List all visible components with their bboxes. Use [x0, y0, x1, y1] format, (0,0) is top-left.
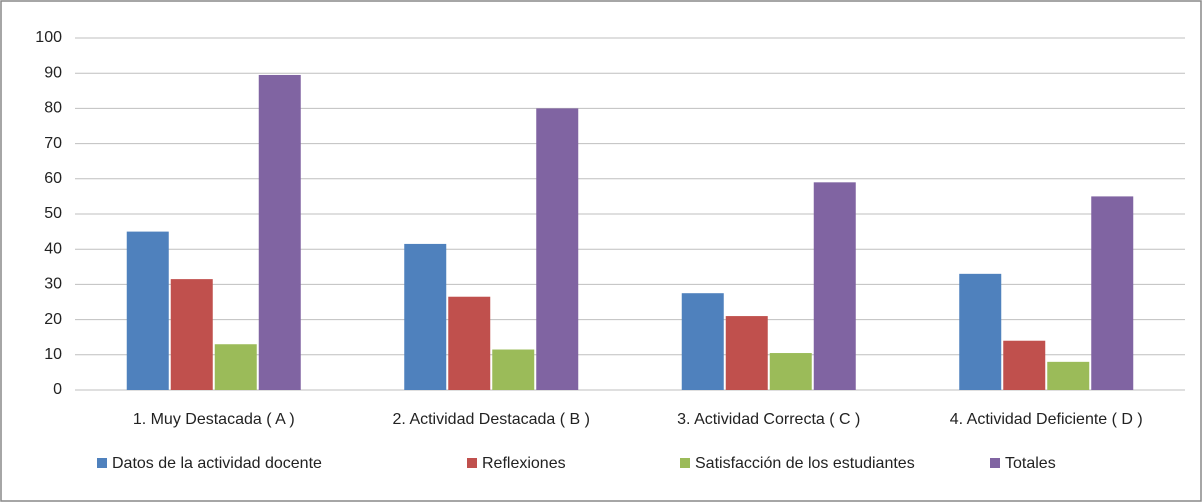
bar [1003, 340, 1046, 390]
bar [769, 353, 812, 390]
x-tick-label: 3. Actividad Correcta ( C ) [677, 411, 860, 428]
bar [813, 182, 856, 390]
bar [258, 74, 301, 391]
bar [725, 316, 768, 390]
legend-label: Satisfacción de los estudiantes [695, 455, 915, 472]
y-tick-label: 70 [44, 135, 62, 152]
y-tick-label: 50 [44, 205, 62, 222]
x-tick-label: 2. Actividad Destacada ( B ) [393, 411, 590, 428]
x-tick-label: 4. Actividad Deficiente ( D ) [950, 411, 1143, 428]
bar [1091, 196, 1134, 390]
bar [170, 279, 213, 390]
bar [536, 108, 579, 391]
y-tick-label: 80 [44, 100, 62, 117]
y-tick-label: 90 [44, 64, 62, 81]
y-tick-label: 30 [44, 276, 62, 293]
legend-label: Totales [1005, 455, 1056, 472]
bar [959, 273, 1002, 390]
bar [1047, 361, 1090, 390]
y-tick-label: 60 [44, 170, 62, 187]
y-tick-label: 20 [44, 311, 62, 328]
legend-label: Reflexiones [482, 455, 566, 472]
legend-swatch [97, 458, 107, 468]
y-tick-label: 100 [35, 29, 62, 46]
y-tick-label: 40 [44, 240, 62, 257]
legend-swatch [990, 458, 1000, 468]
bar [448, 296, 491, 390]
y-tick-label: 10 [44, 346, 62, 363]
bar [492, 349, 535, 390]
legend-swatch [680, 458, 690, 468]
legend-swatch [467, 458, 477, 468]
bar [214, 344, 257, 390]
bar [404, 243, 447, 390]
bar [126, 231, 169, 390]
x-tick-label: 1. Muy Destacada ( A ) [133, 411, 295, 428]
legend-label: Datos de la actividad docente [112, 455, 322, 472]
y-tick-label: 0 [53, 381, 62, 398]
bar [681, 293, 724, 390]
